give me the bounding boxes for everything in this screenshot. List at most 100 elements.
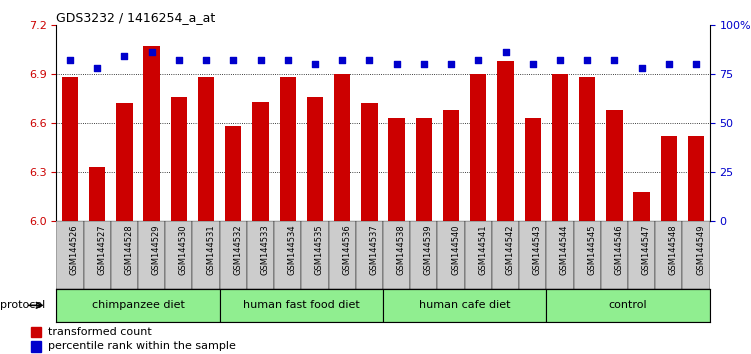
Bar xyxy=(62,77,78,221)
Text: chimpanzee diet: chimpanzee diet xyxy=(92,300,185,310)
Text: protocol: protocol xyxy=(0,300,45,310)
Point xyxy=(526,61,538,67)
Bar xyxy=(524,118,541,221)
Point xyxy=(418,61,430,67)
Bar xyxy=(443,110,459,221)
Bar xyxy=(492,221,519,289)
Text: GSM144544: GSM144544 xyxy=(560,225,569,275)
Bar xyxy=(225,126,241,221)
Bar xyxy=(356,221,383,289)
Bar xyxy=(628,221,655,289)
Text: GSM144534: GSM144534 xyxy=(288,225,297,275)
Point xyxy=(391,61,403,67)
Text: control: control xyxy=(609,300,647,310)
Text: GSM144537: GSM144537 xyxy=(369,225,379,275)
Text: GDS3232 / 1416254_a_at: GDS3232 / 1416254_a_at xyxy=(56,11,216,24)
Text: GSM144530: GSM144530 xyxy=(179,225,188,275)
Bar xyxy=(31,341,41,352)
Text: GSM144538: GSM144538 xyxy=(397,225,406,275)
Bar xyxy=(661,136,677,221)
Bar xyxy=(547,221,574,289)
Bar xyxy=(410,221,437,289)
Bar xyxy=(170,97,187,221)
Bar xyxy=(465,221,492,289)
Bar xyxy=(606,110,623,221)
Point xyxy=(309,61,321,67)
Bar xyxy=(138,221,165,289)
Point xyxy=(119,53,131,59)
Text: transformed count: transformed count xyxy=(47,327,151,337)
Bar xyxy=(416,118,432,221)
Bar xyxy=(56,221,83,289)
Bar xyxy=(198,77,214,221)
Bar xyxy=(688,136,704,221)
Bar xyxy=(388,118,405,221)
Bar xyxy=(116,103,132,221)
Text: GSM144541: GSM144541 xyxy=(478,225,487,275)
Bar xyxy=(519,221,546,289)
Bar xyxy=(633,192,650,221)
Bar xyxy=(497,61,514,221)
Bar xyxy=(383,289,547,322)
Text: percentile rank within the sample: percentile rank within the sample xyxy=(47,342,235,352)
Bar xyxy=(328,221,356,289)
Text: GSM144543: GSM144543 xyxy=(532,225,541,275)
Text: GSM144540: GSM144540 xyxy=(451,225,460,275)
Bar xyxy=(601,221,628,289)
Bar xyxy=(89,167,105,221)
Bar xyxy=(247,221,274,289)
Bar xyxy=(683,221,710,289)
Point xyxy=(608,57,620,63)
Point xyxy=(173,57,185,63)
Text: GSM144545: GSM144545 xyxy=(587,225,596,275)
Text: GSM144546: GSM144546 xyxy=(614,225,623,275)
Text: GSM144526: GSM144526 xyxy=(70,225,79,275)
Point xyxy=(64,57,76,63)
Point xyxy=(91,65,103,71)
Bar xyxy=(655,221,683,289)
Text: GSM144535: GSM144535 xyxy=(315,225,324,275)
Point xyxy=(336,57,348,63)
Point xyxy=(255,57,267,63)
Bar xyxy=(192,221,219,289)
Point xyxy=(663,61,675,67)
Text: GSM144548: GSM144548 xyxy=(669,225,678,275)
Text: GSM144542: GSM144542 xyxy=(505,225,514,275)
Bar xyxy=(437,221,465,289)
Bar xyxy=(252,102,269,221)
Bar xyxy=(31,327,41,337)
Point xyxy=(282,57,294,63)
Point xyxy=(472,57,484,63)
Text: GSM144547: GSM144547 xyxy=(641,225,650,275)
Point xyxy=(146,50,158,55)
Bar xyxy=(219,289,383,322)
Bar xyxy=(552,74,568,221)
Point xyxy=(200,57,212,63)
Bar xyxy=(306,97,323,221)
Point xyxy=(499,50,511,55)
Text: human cafe diet: human cafe diet xyxy=(419,300,511,310)
Bar xyxy=(274,221,301,289)
Bar xyxy=(470,74,487,221)
Bar xyxy=(547,289,710,322)
Text: GSM144549: GSM144549 xyxy=(696,225,705,275)
Bar xyxy=(83,221,111,289)
Bar xyxy=(56,289,219,322)
Point xyxy=(554,57,566,63)
Bar xyxy=(279,77,296,221)
Text: human fast food diet: human fast food diet xyxy=(243,300,360,310)
Point xyxy=(635,65,647,71)
Bar xyxy=(111,221,138,289)
Bar xyxy=(334,74,350,221)
Text: GSM144536: GSM144536 xyxy=(342,225,351,275)
Text: GSM144531: GSM144531 xyxy=(206,225,215,275)
Point xyxy=(445,61,457,67)
Point xyxy=(363,57,376,63)
Text: GSM144528: GSM144528 xyxy=(125,225,134,275)
Text: GSM144532: GSM144532 xyxy=(234,225,243,275)
Bar xyxy=(579,77,596,221)
Bar xyxy=(219,221,247,289)
Bar xyxy=(574,221,601,289)
Bar xyxy=(301,221,328,289)
Bar xyxy=(383,221,410,289)
